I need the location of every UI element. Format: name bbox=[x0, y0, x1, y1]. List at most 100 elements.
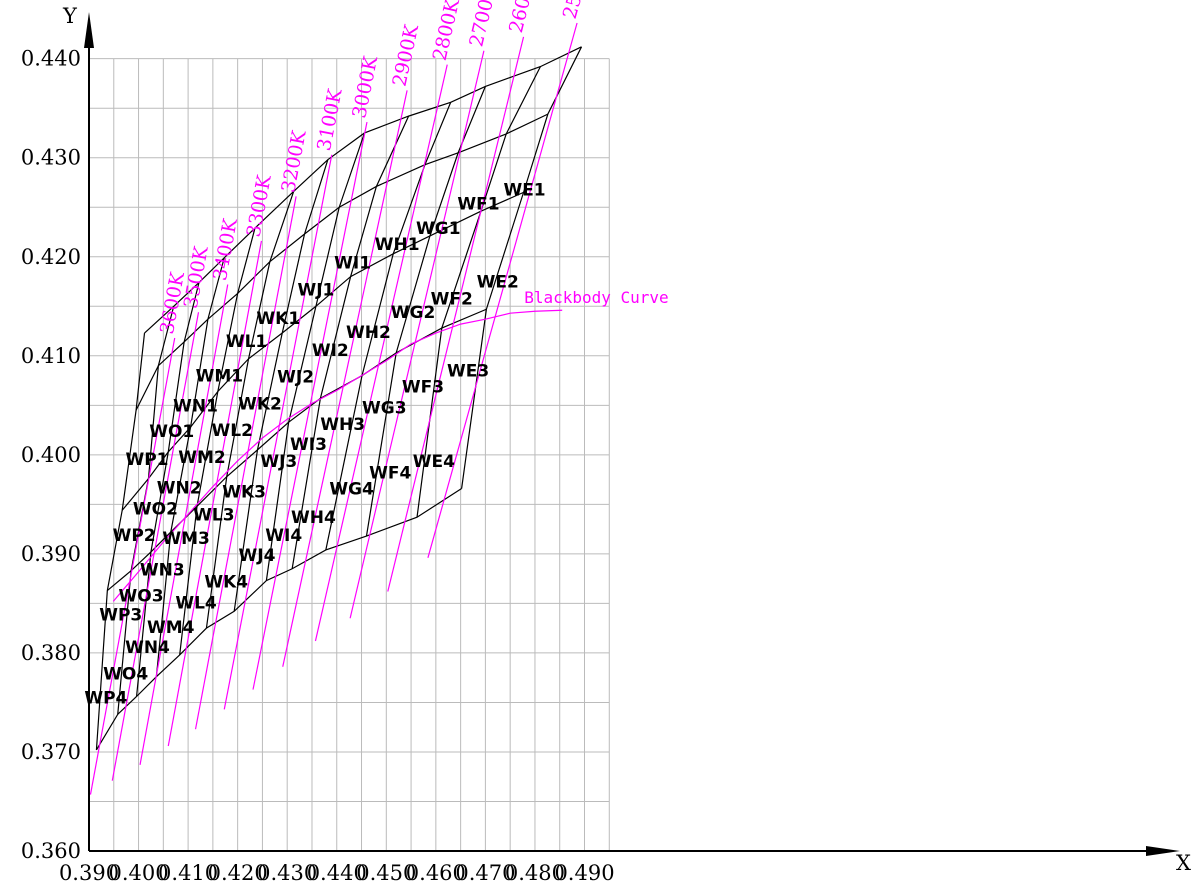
bin-label: WM3 bbox=[162, 529, 210, 549]
cct-line bbox=[349, 50, 485, 619]
x-tick-label: 0.490 bbox=[554, 861, 614, 885]
bin-label: WE1 bbox=[503, 180, 545, 200]
x-tick-label: 0.460 bbox=[406, 861, 466, 885]
x-tick-label: 0.480 bbox=[505, 861, 565, 885]
bin-column-boundary bbox=[95, 332, 146, 751]
bin-column-boundary bbox=[365, 86, 486, 537]
bin-label: WM4 bbox=[147, 618, 195, 638]
bin-label: WJ2 bbox=[277, 368, 314, 388]
cct-line bbox=[282, 90, 408, 667]
bin-label: WP1 bbox=[125, 450, 168, 470]
bin-label: WH3 bbox=[320, 415, 365, 435]
bin-label: WP2 bbox=[113, 526, 156, 546]
bin-label: WM1 bbox=[196, 367, 244, 387]
cct-line bbox=[139, 284, 229, 765]
bin-label: WL1 bbox=[226, 332, 267, 352]
bin-column-boundary bbox=[135, 282, 200, 697]
bin-label: WH2 bbox=[346, 323, 391, 343]
y-tick-label: 0.400 bbox=[21, 443, 81, 467]
cct-line bbox=[111, 312, 200, 781]
cct-line bbox=[427, 22, 578, 559]
x-tick-label: 0.430 bbox=[257, 861, 317, 885]
cct-line bbox=[167, 240, 263, 747]
y-tick-label: 0.380 bbox=[21, 641, 81, 665]
cct-line bbox=[194, 196, 297, 730]
bin-label: WK2 bbox=[238, 394, 282, 414]
cct-label: 2900K bbox=[388, 22, 423, 89]
bin-label: WJ4 bbox=[239, 546, 276, 566]
cct-label: 3000K bbox=[348, 54, 382, 120]
bin-label: WG2 bbox=[391, 303, 436, 323]
x-tick-label: 0.410 bbox=[158, 861, 218, 885]
bin-label: WG1 bbox=[416, 219, 461, 239]
bin-label: WP3 bbox=[99, 605, 142, 625]
bin-label: WI1 bbox=[334, 254, 371, 274]
bin-column-boundary bbox=[155, 257, 225, 677]
bin-label: WJ1 bbox=[297, 280, 334, 300]
bin-label: WO2 bbox=[133, 499, 178, 519]
cct-label: 2700K bbox=[465, 0, 501, 49]
bin-label: WE2 bbox=[477, 273, 519, 293]
y-axis-arrow bbox=[84, 12, 94, 48]
bin-label: WN3 bbox=[140, 561, 185, 581]
bin-column-boundary bbox=[205, 191, 295, 629]
bin-label: WE4 bbox=[413, 452, 455, 472]
bin-label: WO3 bbox=[119, 586, 164, 606]
bin-label: WL3 bbox=[193, 505, 234, 525]
y-tick-label: 0.440 bbox=[21, 47, 81, 71]
bin-label: WG3 bbox=[362, 398, 407, 418]
bin-column-boundary bbox=[461, 46, 583, 489]
cct-label: 3200K bbox=[277, 128, 310, 194]
cct-line bbox=[387, 36, 525, 592]
bin-label: WL2 bbox=[211, 421, 252, 441]
blackbody-curve: Blackbody Curve bbox=[112, 288, 669, 602]
bin-label: WI3 bbox=[290, 435, 327, 455]
bin-label: WP4 bbox=[84, 688, 127, 708]
cct-label: 3500K bbox=[180, 244, 213, 310]
cct-label: 2800K bbox=[429, 0, 465, 63]
bin-label: WH4 bbox=[291, 508, 336, 528]
bin-label: WJ3 bbox=[260, 452, 297, 472]
y-axis-name: Y bbox=[62, 4, 78, 28]
cct-line bbox=[223, 154, 333, 710]
x-axis-name: X bbox=[1176, 851, 1191, 875]
bin-label: WK1 bbox=[256, 309, 300, 329]
x-tick-label: 0.440 bbox=[307, 861, 367, 885]
cct-label: 3400K bbox=[209, 216, 242, 282]
bin-label: WM2 bbox=[178, 448, 226, 468]
y-tick-label: 0.360 bbox=[21, 839, 81, 863]
bin-label: WO4 bbox=[103, 665, 148, 685]
cct-line bbox=[314, 64, 448, 642]
y-tick-label: 0.430 bbox=[21, 146, 81, 170]
bin-label: WN2 bbox=[157, 479, 202, 499]
bin-label: WF4 bbox=[369, 464, 411, 484]
y-tick-label: 0.390 bbox=[21, 542, 81, 566]
tick-labels: 0.3900.4000.4100.4200.4300.4400.4500.460… bbox=[21, 47, 615, 885]
bin-label: WN4 bbox=[125, 638, 170, 658]
x-tick-label: 0.450 bbox=[356, 861, 416, 885]
blackbody-curve-line bbox=[112, 309, 563, 602]
bin-grid bbox=[95, 46, 583, 751]
bin-label: WG4 bbox=[329, 480, 374, 500]
bin-label: WL4 bbox=[175, 593, 217, 613]
cct-label: 3300K bbox=[243, 173, 276, 239]
x-axis-arrow bbox=[1146, 846, 1180, 856]
bin-label: WI2 bbox=[312, 341, 349, 361]
x-tick-label: 0.470 bbox=[455, 861, 515, 885]
bin-column-boundary bbox=[233, 159, 329, 612]
bin-column-boundary bbox=[291, 115, 410, 569]
bin-labels: WP1 WP2 WP3 WP4 WO1 WO2 WO3 WO4 WN1 WN2 WN3 WN4 WM1 W… bbox=[84, 180, 545, 708]
y-tick-label: 0.420 bbox=[21, 245, 81, 269]
bin-column-boundary bbox=[325, 102, 452, 551]
cct-label: 2600K bbox=[505, 0, 541, 35]
bin-label: WK3 bbox=[222, 482, 266, 502]
bin-label: WE3 bbox=[447, 362, 489, 382]
bin-label: WF1 bbox=[457, 194, 499, 214]
x-tick-label: 0.400 bbox=[108, 861, 168, 885]
y-tick-label: 0.410 bbox=[21, 344, 81, 368]
bin-label: WF2 bbox=[431, 289, 473, 309]
bin-column-boundary bbox=[179, 227, 256, 655]
cct-label: 3100K bbox=[313, 86, 347, 152]
